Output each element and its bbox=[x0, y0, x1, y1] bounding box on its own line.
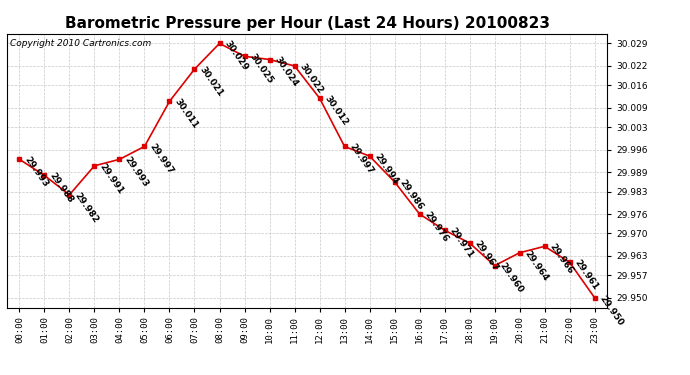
Text: 29.991: 29.991 bbox=[97, 162, 125, 195]
Text: 29.961: 29.961 bbox=[573, 258, 600, 292]
Text: 30.025: 30.025 bbox=[247, 52, 275, 86]
Text: 30.012: 30.012 bbox=[322, 94, 349, 128]
Text: 29.971: 29.971 bbox=[447, 226, 475, 260]
Text: 29.982: 29.982 bbox=[72, 190, 99, 224]
Text: 30.021: 30.021 bbox=[197, 65, 224, 98]
Text: 29.993: 29.993 bbox=[22, 155, 50, 189]
Text: 29.994: 29.994 bbox=[373, 152, 400, 186]
Text: 29.988: 29.988 bbox=[47, 171, 75, 205]
Text: 29.997: 29.997 bbox=[147, 142, 175, 176]
Text: 29.993: 29.993 bbox=[122, 155, 150, 189]
Text: 30.029: 30.029 bbox=[222, 39, 250, 73]
Text: 29.950: 29.950 bbox=[598, 294, 624, 327]
Text: 29.960: 29.960 bbox=[497, 261, 524, 295]
Text: 29.976: 29.976 bbox=[422, 210, 450, 244]
Text: 29.997: 29.997 bbox=[347, 142, 375, 176]
Text: 29.964: 29.964 bbox=[522, 249, 550, 282]
Text: 30.022: 30.022 bbox=[297, 62, 324, 95]
Text: 29.986: 29.986 bbox=[397, 178, 425, 212]
Title: Barometric Pressure per Hour (Last 24 Hours) 20100823: Barometric Pressure per Hour (Last 24 Ho… bbox=[65, 16, 549, 31]
Text: Copyright 2010 Cartronics.com: Copyright 2010 Cartronics.com bbox=[10, 39, 151, 48]
Text: 29.967: 29.967 bbox=[473, 239, 500, 273]
Text: 30.011: 30.011 bbox=[172, 97, 199, 130]
Text: 30.024: 30.024 bbox=[273, 56, 299, 89]
Text: 29.966: 29.966 bbox=[547, 242, 575, 276]
